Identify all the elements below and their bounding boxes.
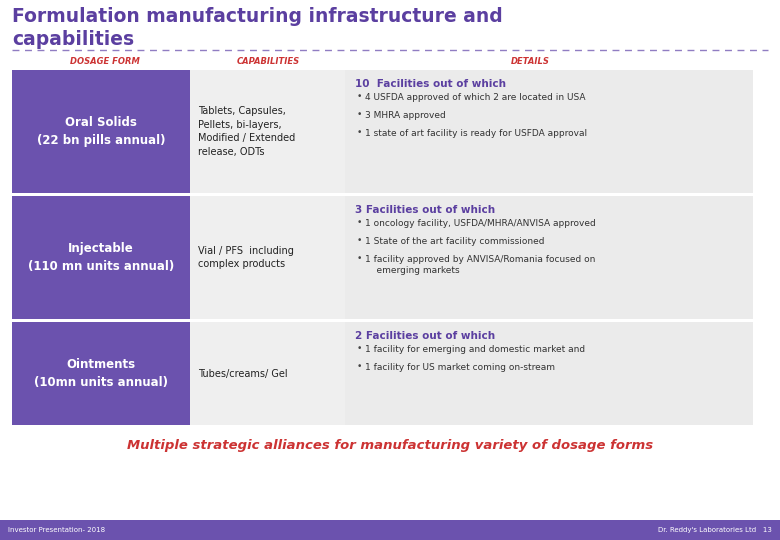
Text: Formulation manufacturing infrastructure and: Formulation manufacturing infrastructure… — [12, 7, 503, 26]
Text: •: • — [357, 236, 363, 245]
Text: •: • — [357, 218, 363, 227]
Text: Ointments
(10mn units annual): Ointments (10mn units annual) — [34, 358, 168, 389]
Text: 2 Facilities out of which: 2 Facilities out of which — [355, 331, 495, 341]
Text: 4 USFDA approved of which 2 are located in USA: 4 USFDA approved of which 2 are located … — [365, 93, 586, 102]
Text: 1 State of the art facility commissioned: 1 State of the art facility commissioned — [365, 237, 544, 246]
Text: 1 facility for US market coming on-stream: 1 facility for US market coming on-strea… — [365, 363, 555, 372]
Text: Tubes/creams/ Gel: Tubes/creams/ Gel — [198, 368, 288, 379]
Bar — [345, 322, 753, 425]
Text: Oral Solids
(22 bn pills annual): Oral Solids (22 bn pills annual) — [37, 116, 165, 147]
Text: CAPABILITIES: CAPABILITIES — [236, 57, 300, 66]
Text: Injectable
(110 mn units annual): Injectable (110 mn units annual) — [28, 242, 174, 273]
Text: •: • — [357, 362, 363, 371]
Text: •: • — [357, 128, 363, 137]
Text: •: • — [357, 344, 363, 353]
Text: 1 oncology facility, USFDA/MHRA/ANVISA approved: 1 oncology facility, USFDA/MHRA/ANVISA a… — [365, 219, 596, 228]
Bar — [0, 520, 780, 540]
Text: •: • — [357, 254, 363, 263]
Text: 10  Facilities out of which: 10 Facilities out of which — [355, 79, 506, 89]
Text: Investor Presentation- 2018: Investor Presentation- 2018 — [8, 527, 105, 533]
Text: 1 facility approved by ANVISA/Romania focused on
    emerging markets: 1 facility approved by ANVISA/Romania fo… — [365, 255, 595, 275]
Text: capabilities: capabilities — [12, 30, 134, 49]
Text: •: • — [357, 110, 363, 119]
Text: 1 facility for emerging and domestic market and: 1 facility for emerging and domestic mar… — [365, 345, 585, 354]
Text: Multiple strategic alliances for manufacturing variety of dosage forms: Multiple strategic alliances for manufac… — [127, 440, 653, 453]
Text: •: • — [357, 92, 363, 101]
Text: DETAILS: DETAILS — [511, 57, 549, 66]
Bar — [190, 70, 345, 193]
Bar — [345, 196, 753, 319]
Bar — [12, 196, 190, 319]
Bar — [190, 322, 345, 425]
Bar — [345, 70, 753, 193]
Text: Dr. Reddy's Laboratories Ltd   13: Dr. Reddy's Laboratories Ltd 13 — [658, 527, 772, 533]
Text: 1 state of art facility is ready for USFDA approval: 1 state of art facility is ready for USF… — [365, 129, 587, 138]
Text: Tablets, Capsules,
Pellets, bi-layers,
Modified / Extended
release, ODTs: Tablets, Capsules, Pellets, bi-layers, M… — [198, 106, 296, 157]
Text: 3 MHRA approved: 3 MHRA approved — [365, 111, 445, 120]
Text: 3 Facilities out of which: 3 Facilities out of which — [355, 205, 495, 215]
Bar — [12, 70, 190, 193]
Text: Vial / PFS  including
complex products: Vial / PFS including complex products — [198, 246, 294, 269]
Bar — [190, 196, 345, 319]
Bar — [12, 322, 190, 425]
Text: DOSAGE FORM: DOSAGE FORM — [70, 57, 140, 66]
